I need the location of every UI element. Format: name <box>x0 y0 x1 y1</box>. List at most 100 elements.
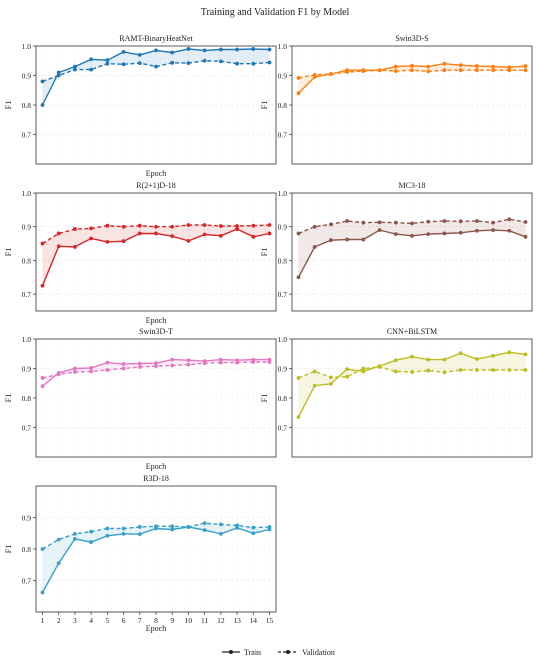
validation-point <box>235 61 239 66</box>
y-tick-label: 0.9 <box>22 72 32 81</box>
train-point <box>40 283 45 288</box>
validation-point <box>121 62 126 67</box>
validation-point <box>170 524 175 529</box>
panel-title: RAMT-BinaryHeatNet <box>119 34 193 43</box>
validation-point <box>56 372 61 377</box>
train-point <box>56 244 61 249</box>
x-tick-label: 14 <box>250 616 258 625</box>
train-point <box>426 357 431 362</box>
validation-point <box>235 360 239 365</box>
validation-point <box>523 220 528 224</box>
train-point <box>361 237 366 242</box>
validation-point <box>105 223 110 228</box>
validation-point <box>154 64 158 69</box>
panel-4: MC3-18 F1 0.7 0.8 0.9 1.0 <box>260 181 533 312</box>
validation-point <box>329 375 333 380</box>
validation-point <box>235 523 239 528</box>
train-point <box>507 65 512 70</box>
gap-band <box>42 359 270 387</box>
train-point <box>410 354 414 359</box>
validation-point <box>329 72 333 76</box>
panel-2: Swin3D-S F1 0.7 0.8 0.9 1.0 <box>260 34 533 165</box>
train-point <box>267 231 272 236</box>
y-tick-label: 0.7 <box>278 424 288 433</box>
validation-point <box>251 61 256 66</box>
train-point <box>89 57 94 62</box>
train-point <box>296 275 301 280</box>
validation-point <box>137 61 142 66</box>
validation-point <box>121 526 126 531</box>
validation-point <box>121 366 126 371</box>
validation-point <box>329 222 333 227</box>
validation-point <box>507 68 512 73</box>
train-point <box>345 367 350 371</box>
train-point <box>523 234 528 239</box>
validation-point <box>89 529 94 534</box>
y-tick-label: 0.7 <box>278 131 288 140</box>
train-point <box>105 58 110 63</box>
validation-point <box>105 368 110 372</box>
x-tick-label: 15 <box>266 616 274 625</box>
y-axis-label: F1 <box>4 545 13 553</box>
x-tick-label: 5 <box>105 616 109 625</box>
train-point <box>121 531 126 536</box>
train-point <box>105 239 110 244</box>
y-axis-label: F1 <box>260 394 269 402</box>
train-point <box>393 64 398 69</box>
train-point <box>137 361 142 366</box>
validation-point <box>426 219 431 224</box>
validation-point <box>361 220 366 225</box>
y-tick-label: 0.9 <box>278 223 288 232</box>
validation-point <box>474 68 479 73</box>
validation-point <box>393 220 398 225</box>
train-point <box>458 63 463 68</box>
train-point <box>40 103 45 107</box>
validation-point <box>523 368 528 372</box>
train-point <box>491 353 495 358</box>
train-point <box>474 64 479 68</box>
train-point <box>442 357 447 362</box>
validation-point <box>154 224 158 229</box>
validation-point <box>40 547 45 551</box>
validation-point <box>267 360 272 364</box>
validation-line <box>298 218 526 235</box>
y-tick-label: 0.8 <box>22 545 32 554</box>
train-point <box>377 228 382 232</box>
panel-6: CNN+BiLSTM F1 0.7 0.8 0.9 1.0 <box>260 327 533 458</box>
train-point <box>442 61 447 66</box>
validation-point <box>361 366 366 371</box>
train-point <box>393 232 398 237</box>
validation-point <box>267 60 272 65</box>
validation-point <box>202 223 207 227</box>
train-point <box>458 230 463 235</box>
validation-point <box>56 73 61 78</box>
validation-point <box>377 365 382 369</box>
validation-point <box>296 376 301 380</box>
x-axis-label: Epoch <box>146 624 166 633</box>
gap-band <box>42 523 270 593</box>
validation-point <box>458 219 463 224</box>
train-point <box>267 47 272 52</box>
y-tick-label: 0.8 <box>278 256 288 265</box>
y-axis-label: F1 <box>4 248 13 256</box>
train-point <box>507 350 512 355</box>
legend-train-marker <box>229 650 233 654</box>
train-point <box>105 533 110 538</box>
y-tick-label: 1.0 <box>22 189 32 198</box>
validation-point <box>202 521 207 526</box>
panel-3: R(2+1)D-18 F1 0.7 0.8 0.9 1.0 Epoch <box>4 181 277 325</box>
validation-point <box>426 368 431 373</box>
validation-point <box>345 374 350 379</box>
train-point <box>186 358 191 363</box>
train-point <box>170 527 175 532</box>
validation-point <box>170 363 175 368</box>
x-axis-label: Epoch <box>146 169 166 178</box>
validation-point <box>296 231 301 236</box>
x-axis-label: Epoch <box>146 462 166 471</box>
validation-point <box>410 221 414 226</box>
validation-point <box>312 369 317 374</box>
validation-point <box>40 79 45 84</box>
validation-point <box>345 70 350 74</box>
